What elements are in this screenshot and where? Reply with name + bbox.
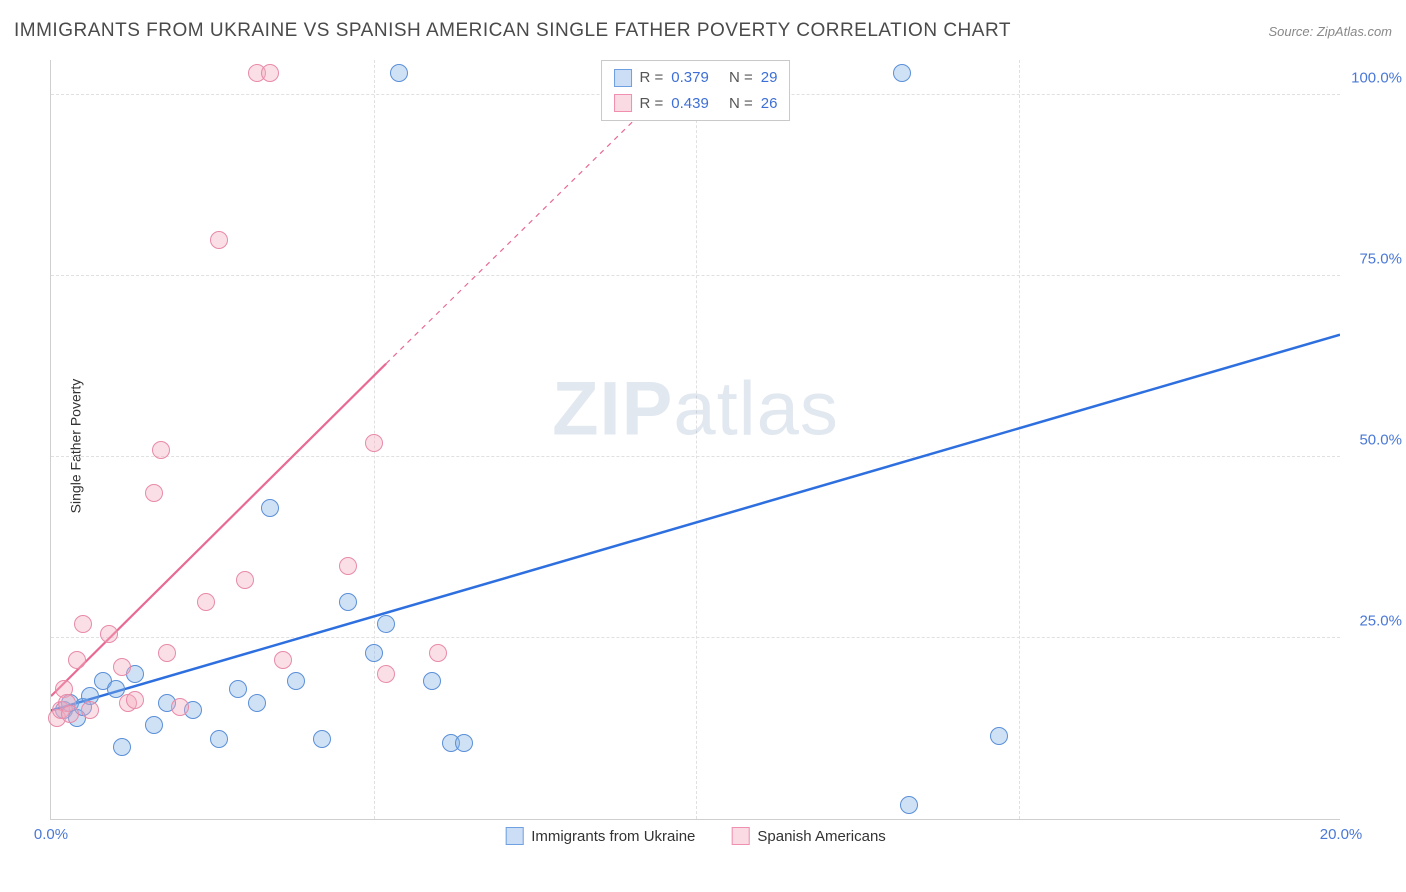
- data-point: [236, 571, 254, 589]
- data-point: [126, 691, 144, 709]
- n-value: 26: [761, 91, 778, 117]
- data-point: [900, 796, 918, 814]
- data-point: [990, 727, 1008, 745]
- n-label: N =: [729, 91, 753, 117]
- legend-item: Spanish Americans: [731, 827, 885, 845]
- data-point: [455, 734, 473, 752]
- legend-series: Immigrants from Ukraine Spanish American…: [505, 827, 886, 845]
- data-point: [81, 701, 99, 719]
- y-tick-label: 100.0%: [1351, 70, 1402, 87]
- x-tick-label: 0.0%: [34, 826, 68, 843]
- r-label: R =: [640, 91, 664, 117]
- data-point: [113, 738, 131, 756]
- data-point: [74, 615, 92, 633]
- data-point: [100, 625, 118, 643]
- data-point: [365, 434, 383, 452]
- data-point: [197, 593, 215, 611]
- data-point: [210, 231, 228, 249]
- data-point: [68, 651, 86, 669]
- data-point: [423, 672, 441, 690]
- data-point: [107, 680, 125, 698]
- watermark-bold: ZIP: [552, 367, 673, 452]
- data-point: [313, 730, 331, 748]
- data-point: [287, 672, 305, 690]
- data-point: [152, 441, 170, 459]
- chart-plot-area: ZIPatlas R = 0.379 N = 29 R = 0.439 N = …: [50, 60, 1340, 820]
- data-point: [429, 644, 447, 662]
- data-point: [377, 615, 395, 633]
- n-value: 29: [761, 65, 778, 91]
- r-value: 0.439: [671, 91, 709, 117]
- r-label: R =: [640, 65, 664, 91]
- y-tick-label: 50.0%: [1359, 432, 1402, 449]
- data-point: [339, 593, 357, 611]
- r-value: 0.379: [671, 65, 709, 91]
- data-point: [229, 680, 247, 698]
- y-tick-label: 25.0%: [1359, 613, 1402, 630]
- legend-item: Immigrants from Ukraine: [505, 827, 695, 845]
- data-point: [113, 658, 131, 676]
- title-bar: IMMIGRANTS FROM UKRAINE VS SPANISH AMERI…: [14, 16, 1392, 46]
- legend-swatch-blue: [505, 827, 523, 845]
- data-point: [339, 557, 357, 575]
- data-point: [261, 64, 279, 82]
- data-point: [390, 64, 408, 82]
- legend-stats-row: R = 0.379 N = 29: [614, 65, 778, 91]
- watermark-rest: atlas: [673, 367, 839, 452]
- data-point: [171, 698, 189, 716]
- gridline-v: [696, 60, 697, 819]
- legend-swatch-blue: [614, 69, 632, 87]
- y-tick-label: 75.0%: [1359, 251, 1402, 268]
- data-point: [210, 730, 228, 748]
- gridline-v: [1019, 60, 1020, 819]
- legend-swatch-pink: [614, 94, 632, 112]
- data-point: [61, 705, 79, 723]
- data-point: [365, 644, 383, 662]
- data-point: [145, 484, 163, 502]
- legend-label: Immigrants from Ukraine: [531, 828, 695, 845]
- data-point: [145, 716, 163, 734]
- data-point: [158, 644, 176, 662]
- legend-swatch-pink: [731, 827, 749, 845]
- source-label: Source: ZipAtlas.com: [1268, 24, 1392, 39]
- data-point: [893, 64, 911, 82]
- x-tick-label: 20.0%: [1320, 826, 1363, 843]
- data-point: [261, 499, 279, 517]
- n-label: N =: [729, 65, 753, 91]
- legend-label: Spanish Americans: [757, 828, 885, 845]
- data-point: [274, 651, 292, 669]
- data-point: [248, 694, 266, 712]
- legend-stats-row: R = 0.439 N = 26: [614, 91, 778, 117]
- data-point: [377, 665, 395, 683]
- legend-stats-box: R = 0.379 N = 29 R = 0.439 N = 26: [601, 60, 791, 121]
- chart-title: IMMIGRANTS FROM UKRAINE VS SPANISH AMERI…: [14, 20, 1011, 42]
